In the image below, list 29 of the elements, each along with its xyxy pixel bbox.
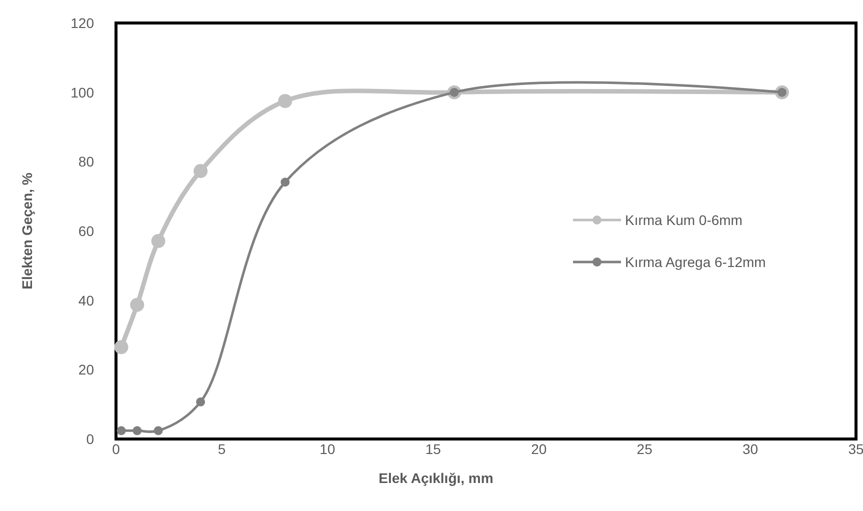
legend-label: Kırma Kum 0-6mm: [625, 212, 742, 228]
x-tick-label: 20: [531, 441, 547, 457]
x-tick-label: 30: [742, 441, 758, 457]
point: [151, 234, 166, 248]
x-tick-label: 5: [218, 441, 226, 457]
point: [132, 426, 142, 436]
y-tick-label: 40: [78, 292, 94, 308]
point: [130, 298, 144, 312]
x-tick-label: 0: [112, 441, 120, 457]
y-tick-label: 20: [78, 362, 94, 378]
point: [194, 164, 208, 178]
x-axis-title: Elek Açıklığı, mm: [378, 470, 494, 486]
x-tick-label: 35: [848, 441, 863, 457]
y-tick-label: 80: [78, 154, 94, 170]
point: [116, 426, 126, 436]
point: [196, 397, 206, 406]
point: [280, 178, 290, 187]
y-tick-label: 100: [70, 84, 94, 100]
y-tick-label: 60: [78, 223, 94, 239]
x-tick-label: 15: [425, 441, 442, 457]
y-axis-title: Elekten Geçen, %: [19, 172, 35, 290]
x-tick-label: 10: [320, 441, 336, 457]
point: [278, 94, 292, 108]
y-tick-label: 0: [86, 431, 94, 447]
y-tick-label: 120: [70, 15, 94, 31]
point: [114, 340, 128, 354]
legend-label: Kırma Agrega 6-12mm: [625, 254, 766, 270]
x-tick-label: 25: [636, 441, 653, 457]
point: [154, 426, 163, 436]
